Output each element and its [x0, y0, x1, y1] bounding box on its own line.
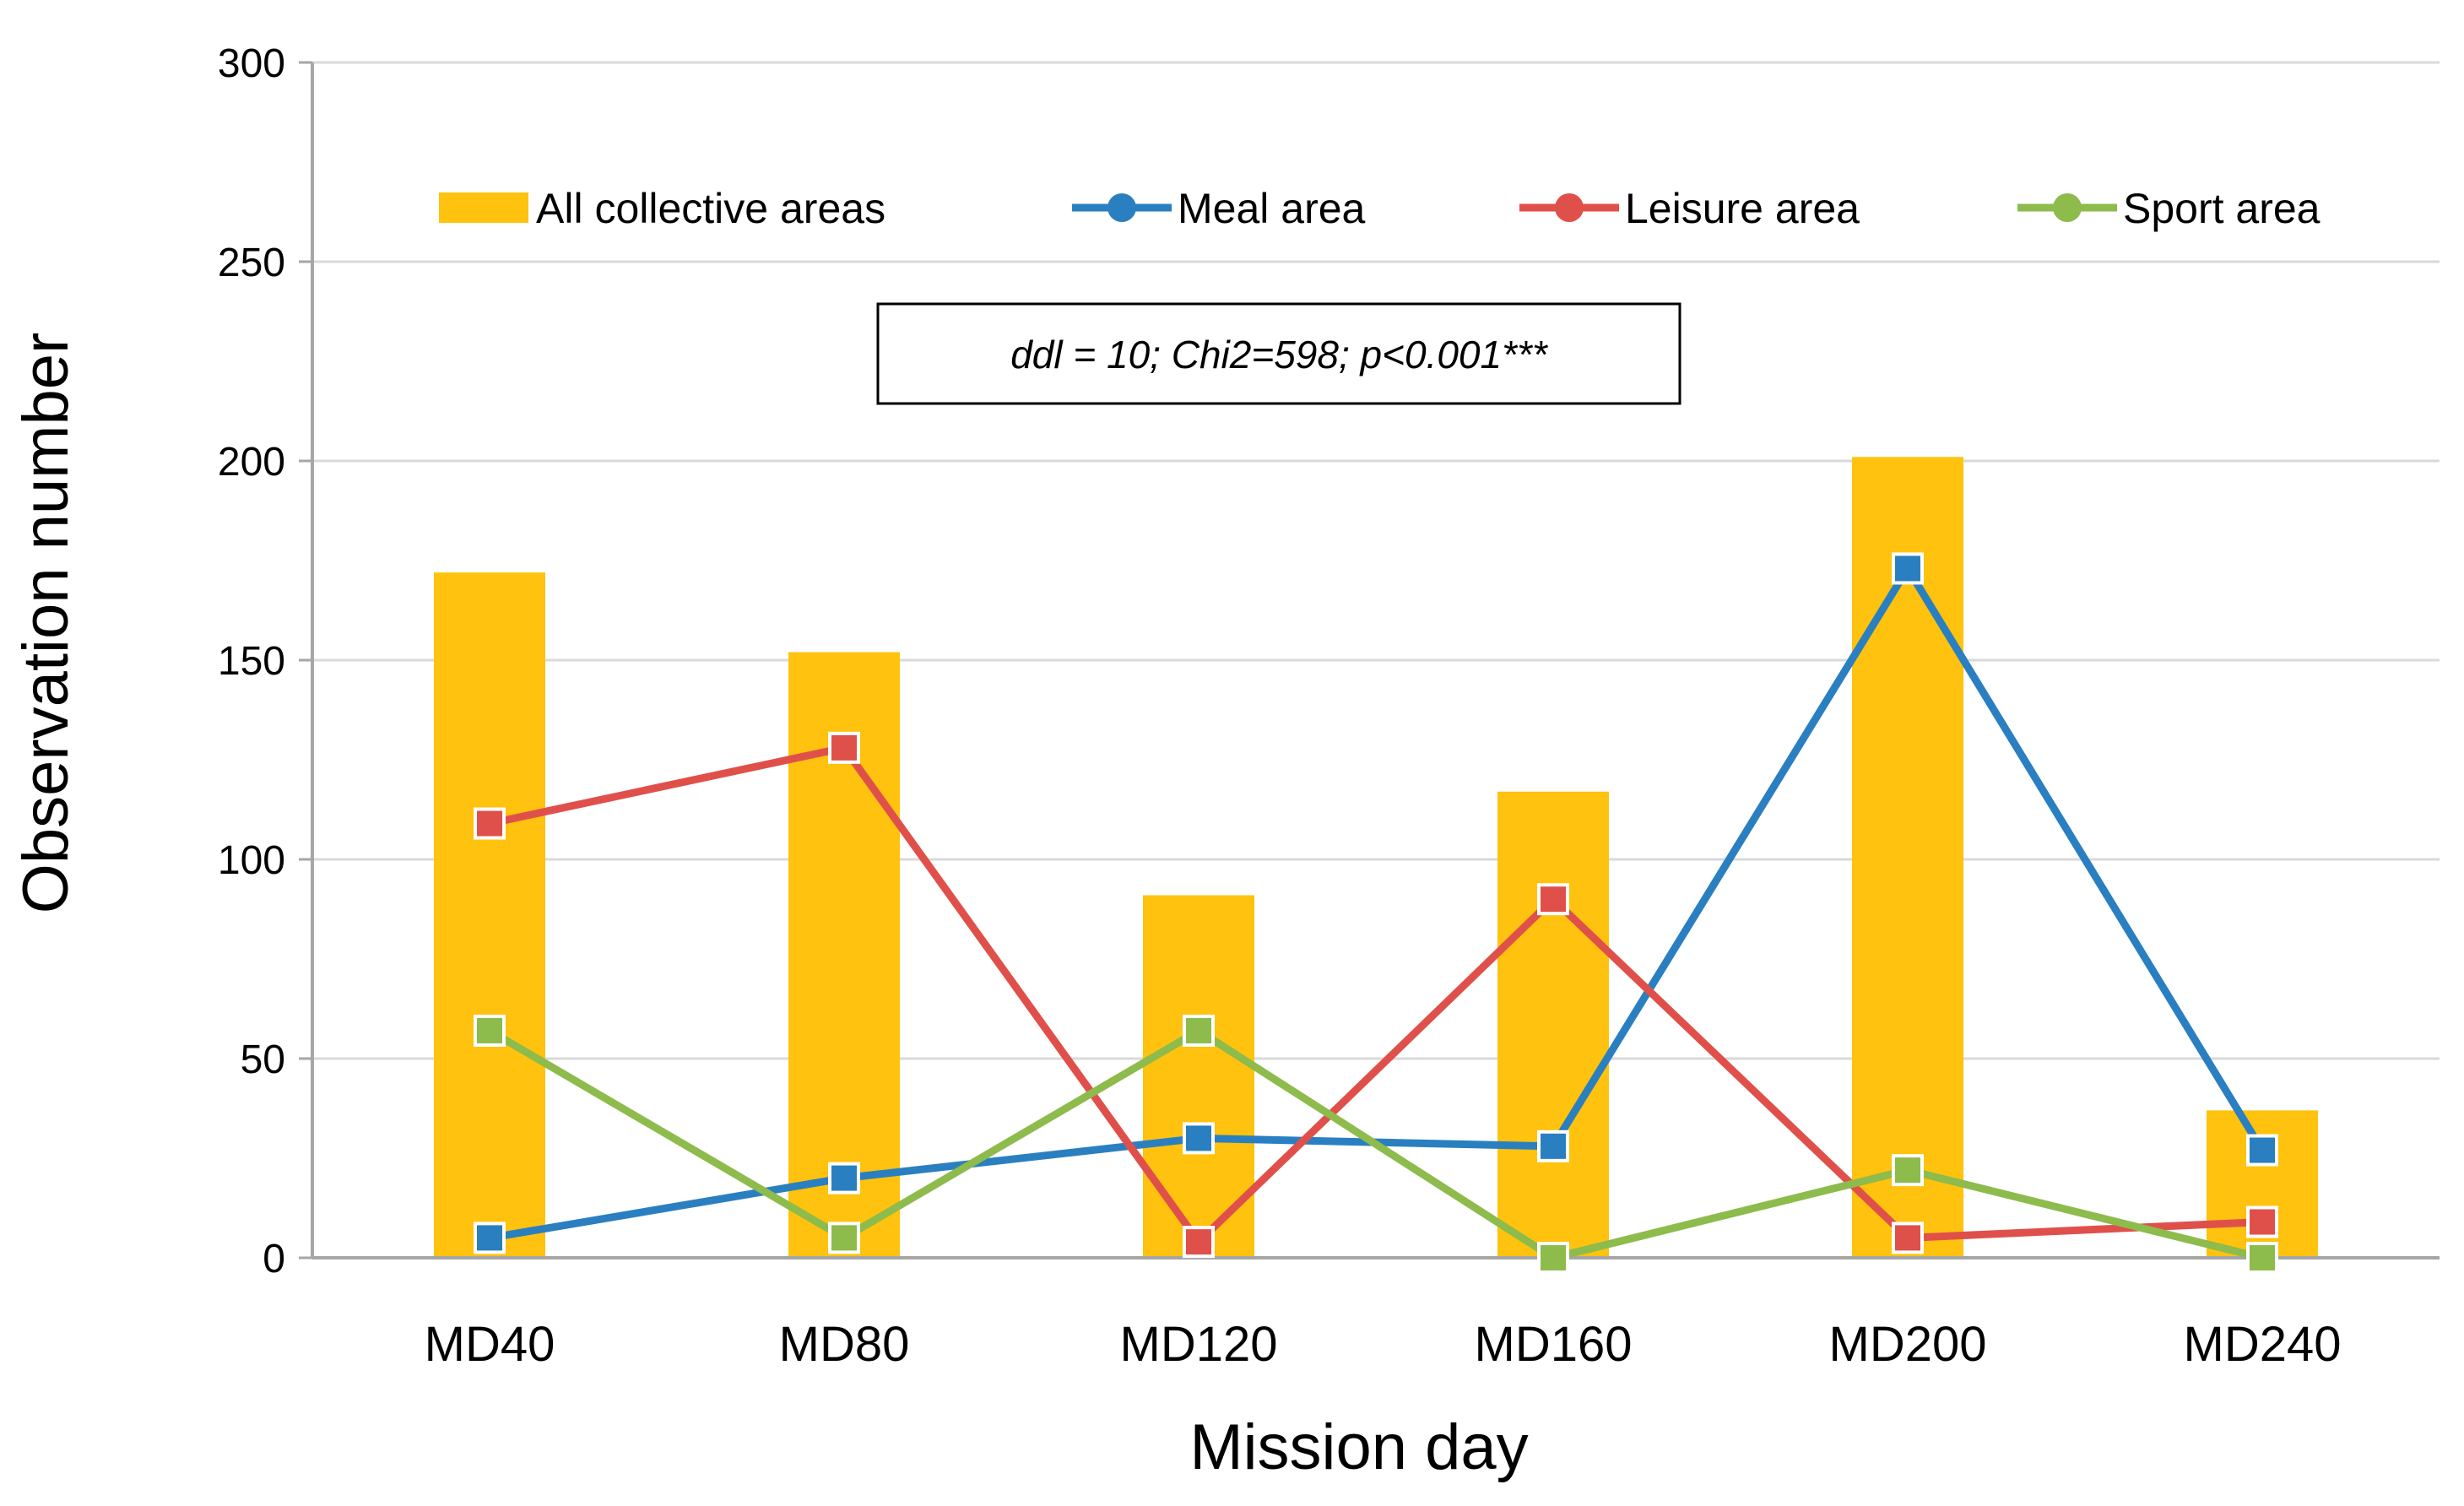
x-tick-label: MD240	[2184, 1317, 2342, 1372]
x-tick-label: MD120	[1120, 1317, 1278, 1372]
legend-label: Leisure area	[1625, 185, 1860, 232]
series-line	[487, 1027, 2264, 1262]
data-point	[1183, 1226, 1215, 1259]
series-line	[489, 744, 2263, 1246]
data-point	[2246, 1242, 2278, 1274]
data-point	[1183, 1122, 1215, 1155]
data-point	[474, 1014, 506, 1047]
gridlines	[312, 61, 2440, 1060]
data-point	[1183, 1014, 1215, 1047]
y-tick-label: 300	[218, 41, 285, 86]
legend-swatch-marker	[2053, 193, 2082, 222]
legend-swatch-marker	[1107, 193, 1136, 222]
data-point	[474, 807, 506, 840]
y-tick-label: 250	[218, 241, 285, 285]
data-point	[828, 1222, 860, 1254]
data-point	[1892, 552, 1924, 585]
data-point	[1892, 1154, 1924, 1187]
legend-label: All collective areas	[536, 185, 885, 232]
x-tick-label: MD160	[1475, 1317, 1633, 1372]
bar-series	[434, 457, 2318, 1258]
y-tick-label: 50	[241, 1037, 285, 1082]
data-point	[2246, 1205, 2278, 1238]
y-tick-label: 150	[218, 639, 285, 684]
x-axis-title: Mission day	[1189, 1411, 1528, 1483]
data-point	[474, 1222, 506, 1254]
x-tick-label: MD200	[1829, 1317, 1987, 1372]
data-point	[1537, 1130, 1569, 1162]
bar	[1852, 457, 1963, 1258]
x-tick-label: MD40	[425, 1317, 555, 1372]
data-point	[828, 731, 860, 764]
y-tick-label: 200	[218, 440, 285, 485]
legend-swatch-bar	[439, 192, 528, 223]
line-series	[474, 552, 2278, 1274]
axes	[299, 61, 2440, 1260]
stat-annotation-box: ddl = 10; Chi2=598; p<0.001***	[876, 302, 1681, 405]
legend-label: Sport area	[2123, 185, 2320, 232]
y-tick-label: 0	[263, 1237, 285, 1281]
bar	[1497, 791, 1609, 1258]
y-axis-title: Observation number	[10, 333, 82, 914]
y-tick-label: 100	[218, 838, 285, 883]
bar	[434, 572, 545, 1258]
data-point	[1537, 883, 1569, 916]
legend: All collective areas Meal area Leisure are…	[439, 185, 2320, 232]
data-point	[1892, 1222, 1924, 1254]
data-point	[1537, 1242, 1569, 1274]
data-point	[2246, 1134, 2278, 1167]
bar	[1143, 895, 1254, 1258]
stat-annotation: ddl = 10; Chi2=598; p<0.001***	[1010, 333, 1549, 376]
legend-label: Meal area	[1178, 185, 1366, 232]
series-line	[489, 564, 2266, 1242]
legend-swatch-marker	[1555, 193, 1584, 222]
data-point	[828, 1162, 860, 1195]
tick-labels: 0 50 100 150 200 250 300 MD40 MD80 MD120 MD160 MD20…	[218, 41, 2342, 1372]
x-tick-label: MD80	[779, 1317, 910, 1372]
